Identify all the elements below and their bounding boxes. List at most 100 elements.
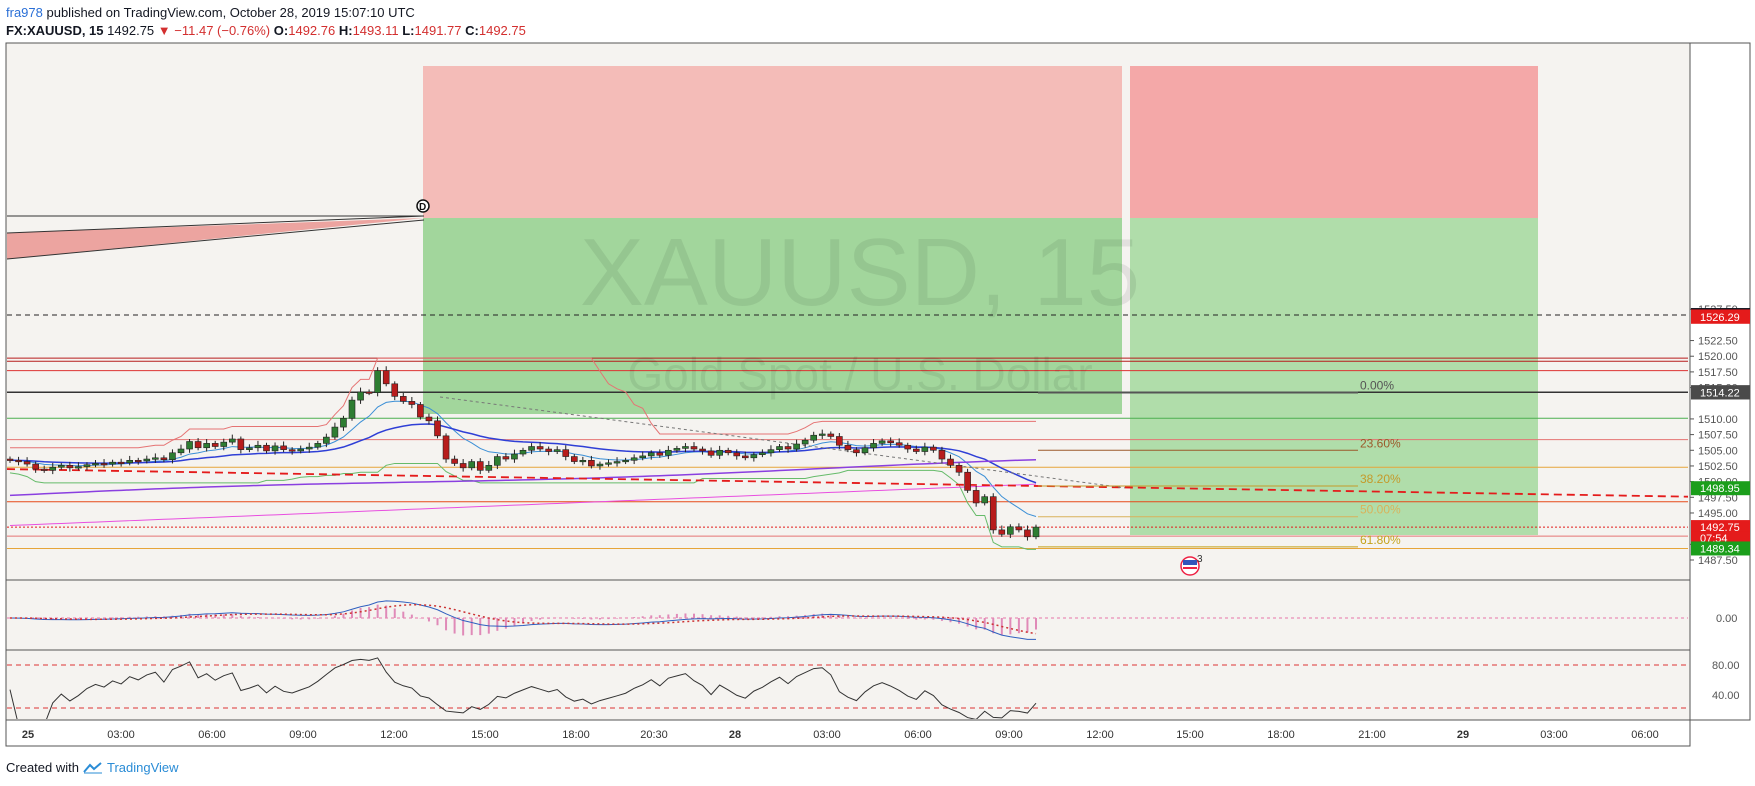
candle-body — [699, 448, 706, 452]
wedge-top-line[interactable] — [7, 215, 425, 234]
candle-body — [1024, 529, 1031, 538]
candle-body — [836, 436, 843, 446]
low-value: 1491.77 — [414, 23, 462, 38]
candle-body — [707, 450, 715, 456]
candle-body — [519, 449, 527, 455]
x-tick-label: 18:00 — [562, 729, 590, 741]
candle-body — [605, 462, 612, 465]
candle-body — [340, 417, 347, 428]
x-tick-label: 09:00 — [995, 729, 1023, 741]
price-tag-box — [1691, 385, 1750, 400]
candle-body — [579, 460, 587, 463]
x-tick-label: 28 — [729, 729, 741, 741]
tradingview-brand[interactable]: TradingView — [106, 760, 179, 775]
candle-body — [305, 446, 313, 450]
candle-body — [853, 449, 860, 454]
candle-body — [511, 453, 518, 460]
candle-body — [374, 370, 381, 393]
candle-body — [177, 448, 185, 454]
x-tick-label: 12:00 — [1086, 729, 1114, 741]
candle-body — [536, 446, 544, 450]
candle-body — [229, 438, 236, 443]
candle-body — [827, 433, 835, 437]
price-tag-box — [1691, 481, 1750, 496]
tradingview-logo-icon — [83, 761, 102, 773]
candle-body — [280, 445, 287, 450]
candle-body — [476, 461, 484, 471]
candlesticks[interactable] — [7, 366, 1040, 541]
x-tick-label: 15:00 — [1176, 729, 1204, 741]
y-tick-label: 1510.00 — [1698, 414, 1738, 426]
candle-body — [502, 456, 510, 460]
watermark-description: Gold Spot / U.S. Dollar — [627, 348, 1092, 400]
candle-body — [399, 396, 407, 402]
close-label: C: — [465, 23, 479, 38]
candle-body — [169, 452, 176, 460]
candle-body — [485, 465, 493, 471]
fib-level-label: 50.00% — [1360, 503, 1401, 517]
candle-body — [194, 441, 202, 449]
stop-zone-2[interactable] — [1130, 66, 1538, 218]
candle-body — [357, 391, 364, 401]
candle-body — [750, 454, 758, 459]
price-tag-box — [1691, 520, 1750, 535]
horizontal-levels — [7, 314, 1688, 549]
watermark: XAUUSD, 15 Gold Spot / U.S. Dollar — [580, 219, 1140, 400]
candle-body — [870, 443, 877, 449]
candle-body — [143, 458, 151, 462]
candle-body — [468, 461, 476, 469]
x-tick-label: 06:00 — [1631, 729, 1659, 741]
x-tick-label: 03:00 — [1540, 729, 1568, 741]
x-tick-label: 29 — [1457, 729, 1469, 741]
candle-body — [861, 447, 869, 454]
candle-body — [921, 446, 929, 452]
symbol-name[interactable]: FX:XAUUSD, 15 — [6, 23, 104, 38]
author-link[interactable]: fra978 — [6, 5, 43, 20]
profit-zone-1[interactable] — [423, 218, 1122, 414]
macd-indicator — [7, 600, 1688, 640]
candle-body — [622, 460, 629, 463]
candle-body — [23, 461, 31, 465]
candle-body — [348, 399, 356, 419]
y-tick-label: 1517.50 — [1698, 367, 1738, 379]
candle-body — [152, 457, 159, 460]
candle-body — [716, 449, 723, 456]
candle-body — [562, 449, 570, 457]
candle-body — [733, 452, 741, 457]
candle-body — [844, 444, 852, 450]
price-tag-label: 1498.95 — [1700, 483, 1740, 495]
y-tick-label: 1507.50 — [1698, 430, 1738, 442]
fib-retracement[interactable]: 0.00% 23.60% 38.20% 50.00% 61.80% — [1038, 378, 1401, 548]
candle-body — [254, 444, 262, 449]
candle-body — [878, 440, 886, 444]
time-axis[interactable] — [5, 719, 1691, 747]
candle-body — [989, 496, 997, 531]
candle-body — [724, 449, 732, 454]
candle-body — [793, 443, 800, 450]
price-tag-box — [1691, 541, 1750, 556]
rsi-indicator — [7, 657, 1688, 719]
profit-zone-2[interactable] — [1130, 218, 1538, 535]
x-tick-label: 20:30 — [640, 729, 668, 741]
ema-slow-line — [9, 458, 1037, 497]
candle-body — [938, 449, 946, 460]
candle-body — [117, 461, 125, 464]
stop-zone-1[interactable] — [423, 66, 1122, 218]
wedge-bottom-line[interactable] — [7, 219, 425, 260]
candle-body — [408, 401, 416, 405]
price-tags: 1526.571526.341526.291514.271514.221498.… — [1691, 308, 1750, 556]
candle-body — [904, 444, 912, 450]
macd-line — [9, 600, 1037, 640]
candle-body — [288, 449, 296, 452]
candle-body — [596, 463, 604, 467]
x-tick-label: 12:00 — [380, 729, 408, 741]
candle-body — [92, 463, 99, 466]
price-axis[interactable] — [1689, 42, 1751, 721]
candle-body — [434, 420, 441, 437]
macd-axis-label: 0.00 — [1716, 613, 1737, 625]
ichimoku-upper — [10, 357, 1036, 449]
candle-body — [365, 391, 373, 394]
candle-body — [647, 452, 655, 457]
high-value: 1493.11 — [352, 23, 399, 38]
